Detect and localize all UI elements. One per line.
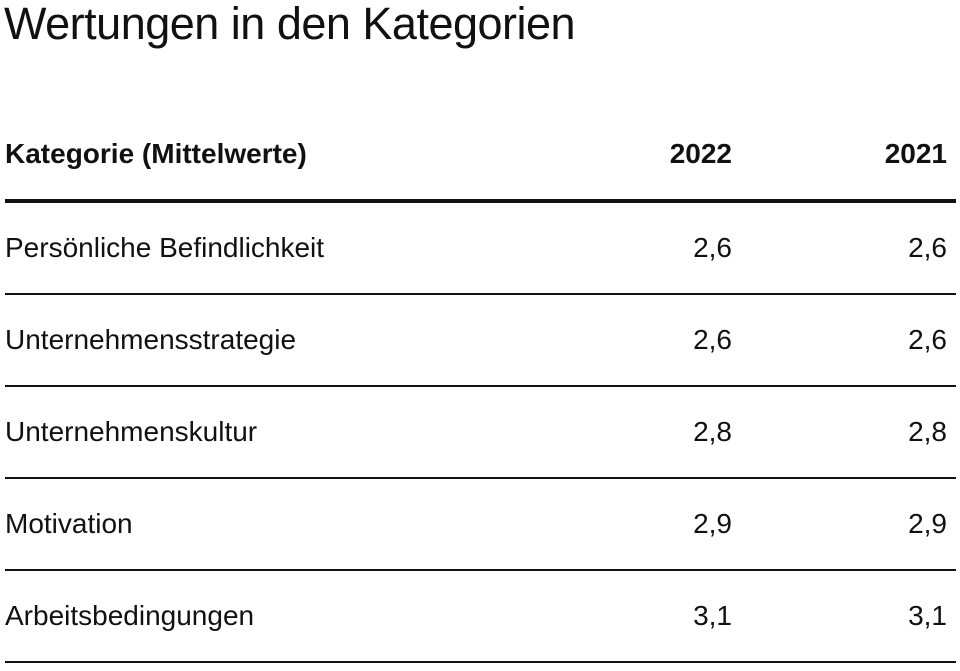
- header-category: Kategorie (Mittelwerte): [5, 138, 307, 169]
- table-row: Unternehmensstrategie 2,6 2,6: [5, 295, 956, 387]
- table-row: Persönliche Befindlichkeit 2,6 2,6: [5, 203, 956, 295]
- row-value-2021: 2,9: [908, 508, 947, 539]
- row-value-2022: 2,9: [693, 508, 732, 539]
- row-value-2021: 2,6: [908, 232, 947, 263]
- row-value-2022: 2,6: [693, 324, 732, 355]
- row-value-2021: 2,6: [908, 324, 947, 355]
- ratings-table: Kategorie (Mittelwerte) 2022 2021 Persön…: [5, 130, 956, 663]
- row-value-2022: 2,6: [693, 232, 732, 263]
- table-row: Unternehmenskultur 2,8 2,8: [5, 387, 956, 479]
- row-value-2021: 2,8: [908, 416, 947, 447]
- header-2022: 2022: [669, 138, 732, 169]
- row-label: Unternehmenskultur: [5, 416, 258, 447]
- row-value-2021: 3,1: [908, 600, 947, 631]
- row-value-2022: 2,8: [693, 416, 732, 447]
- table-row: Motivation 2,9 2,9: [5, 479, 956, 571]
- row-label: Unternehmensstrategie: [5, 324, 297, 355]
- page-title: Wertungen in den Kategorien: [4, 0, 576, 49]
- table-header-row: Kategorie (Mittelwerte) 2022 2021: [5, 130, 956, 203]
- table-row: Arbeitsbedingungen 3,1 3,1: [5, 571, 956, 663]
- row-label: Motivation: [5, 508, 133, 539]
- header-2021: 2021: [884, 138, 947, 169]
- row-value-2022: 3,1: [693, 600, 732, 631]
- row-label: Persönliche Befindlichkeit: [5, 232, 325, 263]
- row-label: Arbeitsbedingungen: [5, 600, 255, 631]
